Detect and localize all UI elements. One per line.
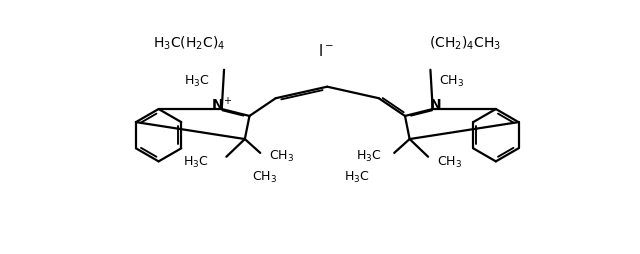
- Text: H$_3$C(H$_2$C)$_4$: H$_3$C(H$_2$C)$_4$: [154, 34, 225, 52]
- Text: CH$_3$: CH$_3$: [269, 149, 294, 164]
- Text: H$_3$C: H$_3$C: [183, 155, 209, 170]
- Text: CH$_3$: CH$_3$: [252, 170, 277, 185]
- Text: CH$_3$: CH$_3$: [437, 155, 463, 170]
- Text: N: N: [211, 98, 223, 112]
- Text: +: +: [223, 96, 231, 106]
- Text: CH$_3$: CH$_3$: [438, 74, 464, 89]
- Text: N: N: [430, 98, 442, 112]
- Text: (CH$_2$)$_4$CH$_3$: (CH$_2$)$_4$CH$_3$: [429, 34, 501, 52]
- Text: I$^-$: I$^-$: [319, 42, 335, 58]
- Text: H$_3$C: H$_3$C: [356, 149, 382, 164]
- Text: H$_3$C: H$_3$C: [344, 170, 370, 185]
- Text: H$_3$C: H$_3$C: [184, 74, 210, 89]
